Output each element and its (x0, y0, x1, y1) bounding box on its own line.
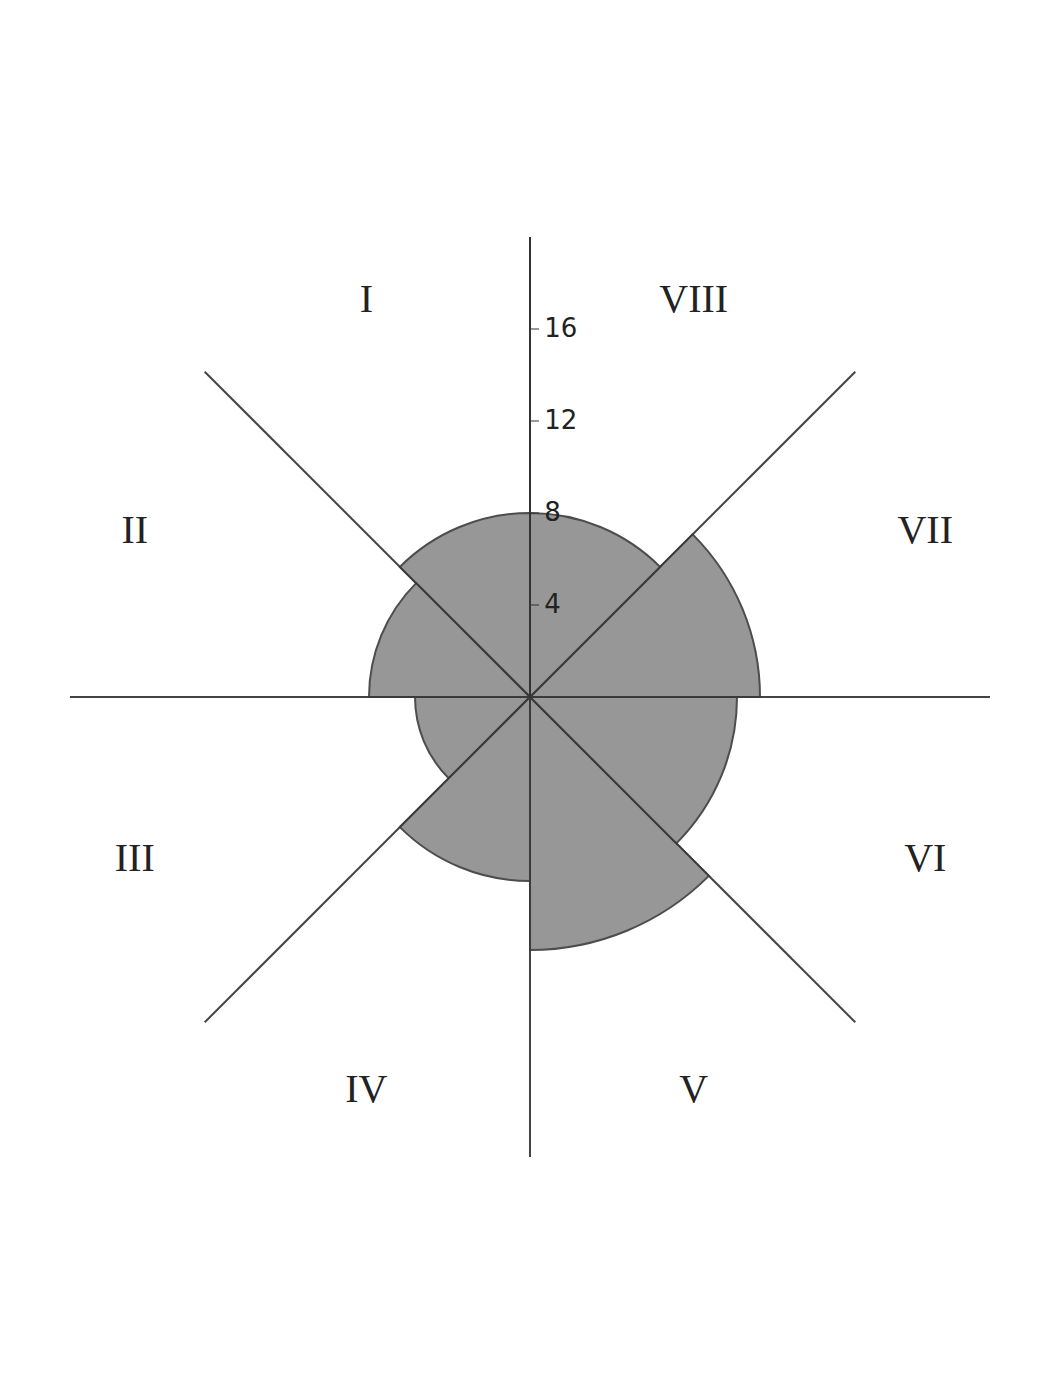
svg-text:III: III (115, 835, 155, 880)
svg-text:I: I (360, 276, 373, 321)
svg-text:12: 12 (544, 405, 577, 435)
svg-text:VIII: VIII (659, 276, 728, 321)
svg-text:VII: VII (897, 507, 953, 552)
svg-text:V: V (679, 1066, 708, 1111)
svg-text:II: II (121, 507, 148, 552)
svg-text:VI: VI (904, 835, 946, 880)
svg-text:16: 16 (544, 313, 577, 343)
svg-text:8: 8 (544, 497, 561, 527)
svg-text:4: 4 (544, 589, 561, 619)
svg-text:IV: IV (345, 1066, 387, 1111)
